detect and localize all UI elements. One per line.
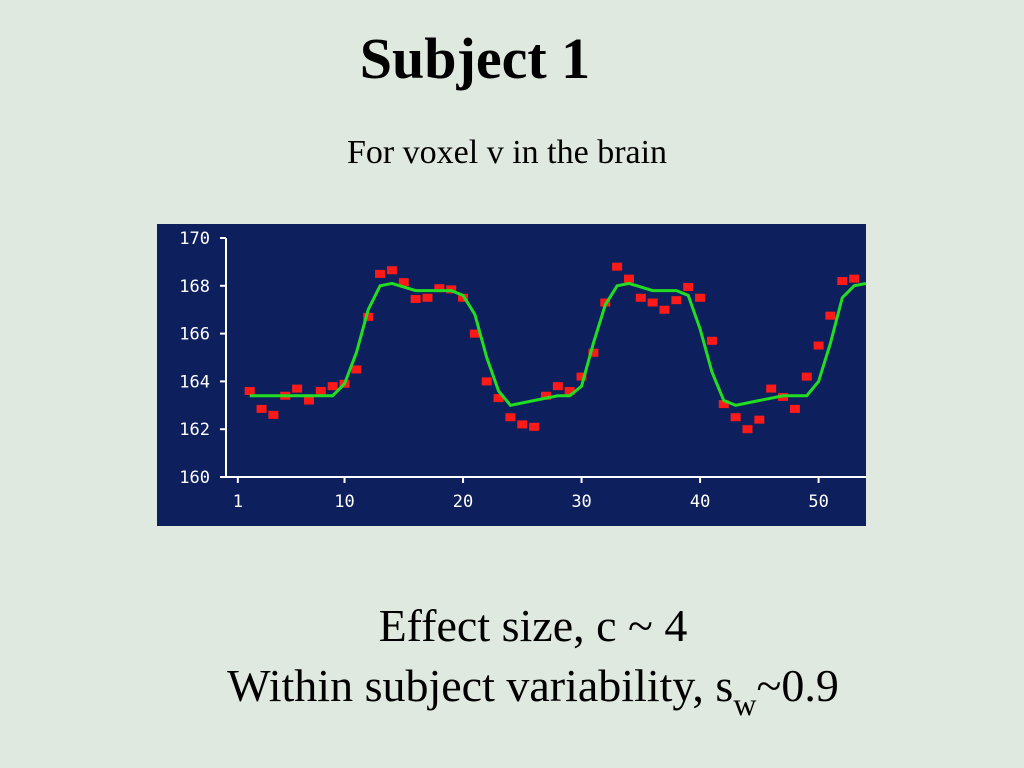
data-point <box>481 377 492 386</box>
subtitle: For voxel v in the brain <box>347 134 667 171</box>
data-point <box>268 410 279 419</box>
data-point <box>564 386 575 395</box>
y-tick-label: 168 <box>179 277 210 297</box>
data-point <box>766 384 777 393</box>
data-point <box>327 382 338 391</box>
data-point <box>386 266 397 275</box>
data-point <box>588 348 599 357</box>
annotation: Effect size, c ~ 4 <box>379 600 688 651</box>
data-point <box>659 305 670 314</box>
data-point <box>612 262 623 271</box>
y-tick-label: 162 <box>179 420 210 440</box>
data-point <box>825 311 836 320</box>
data-point <box>303 396 314 405</box>
annotation-subscript: w <box>733 686 756 722</box>
data-point <box>493 394 504 403</box>
data-point <box>718 400 729 409</box>
data-point <box>623 274 634 283</box>
data-point <box>541 391 551 400</box>
annotation-text: ~0.9 <box>756 660 838 711</box>
data-point <box>375 269 386 278</box>
data-point <box>837 277 848 286</box>
data-point <box>315 386 326 395</box>
data-point <box>789 404 800 413</box>
data-point <box>635 293 646 302</box>
plot-area <box>157 224 866 526</box>
data-point <box>801 372 812 381</box>
annotation: Within subject variability, sw~0.9 <box>227 660 839 722</box>
data-point <box>552 382 563 391</box>
data-point <box>706 336 717 345</box>
data-point <box>671 296 682 305</box>
data-point <box>754 415 765 424</box>
data-point <box>576 372 587 381</box>
data-point <box>410 294 421 303</box>
chart-title: Subject 1 <box>360 26 590 91</box>
x-tick-label: 30 <box>571 492 591 512</box>
data-point <box>292 384 303 393</box>
y-tick-label: 160 <box>179 468 210 488</box>
data-point <box>813 341 824 350</box>
data-point <box>244 386 255 395</box>
data-point <box>351 365 362 374</box>
fit-line <box>249 281 867 407</box>
annotation-text: Within subject variability, s <box>227 660 733 711</box>
data-point <box>517 420 528 429</box>
data-point <box>647 298 658 307</box>
data-point <box>469 329 480 338</box>
data-point <box>505 413 516 422</box>
x-tick-label: 50 <box>808 492 828 512</box>
x-tick-label: 10 <box>334 492 354 512</box>
data-point <box>849 274 860 283</box>
data-point <box>363 312 374 321</box>
data-point <box>730 413 741 422</box>
x-tick-label: 1 <box>233 492 243 512</box>
x-tick-label: 20 <box>453 492 473 512</box>
data-point <box>434 284 445 293</box>
data-point <box>695 293 706 302</box>
data-point <box>422 293 433 302</box>
data-point <box>742 425 753 434</box>
data-point <box>529 422 540 431</box>
y-tick-label: 166 <box>179 325 210 345</box>
y-tick-label: 164 <box>179 372 210 392</box>
data-point <box>683 282 694 291</box>
data-point <box>256 404 267 413</box>
data-point <box>398 278 409 287</box>
x-tick-label: 40 <box>690 492 710 512</box>
y-tick-label: 170 <box>179 229 210 249</box>
